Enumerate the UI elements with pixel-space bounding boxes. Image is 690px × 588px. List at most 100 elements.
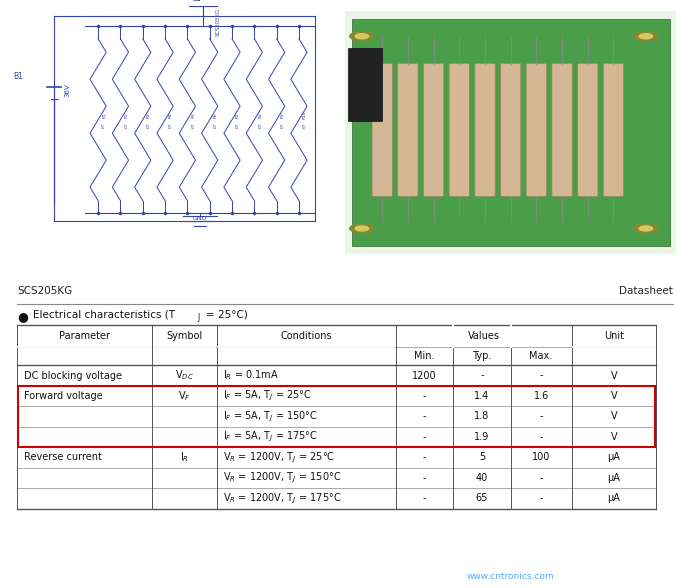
Text: -: - [423,412,426,422]
Circle shape [350,224,374,233]
Text: V: V [611,412,617,422]
Text: -: - [423,391,426,401]
Text: R9: R9 [281,112,285,118]
Text: V: V [611,432,617,442]
Text: Unit: Unit [604,331,624,341]
Text: -: - [540,412,543,422]
FancyBboxPatch shape [352,19,669,246]
Text: -: - [423,432,426,442]
Text: R10: R10 [303,111,307,119]
Text: -: - [480,370,484,380]
Text: R1: R1 [102,112,106,118]
Text: 36V: 36V [64,83,70,98]
Text: 1.6: 1.6 [533,391,549,401]
Text: J: J [197,313,200,322]
Text: Electrical characteristics (T: Electrical characteristics (T [32,310,175,320]
Text: μA: μA [607,452,620,462]
Text: -: - [423,493,426,503]
Text: V$_R$ = 1200V, T$_J$ = 150°C: V$_R$ = 1200V, T$_J$ = 150°C [224,471,342,485]
Circle shape [633,224,658,233]
Text: R3: R3 [147,112,151,118]
Text: DC blocking voltage: DC blocking voltage [23,370,122,380]
Text: Forward voltage: Forward voltage [23,391,102,401]
Text: 67: 67 [169,122,173,128]
Text: -: - [540,432,543,442]
Text: Reverse current: Reverse current [23,452,101,462]
Text: Parameter: Parameter [59,331,110,341]
Circle shape [633,32,658,41]
Text: 67: 67 [258,122,262,128]
FancyBboxPatch shape [603,64,624,196]
Text: 67: 67 [124,122,128,128]
Text: I$_R$: I$_R$ [180,450,189,465]
FancyBboxPatch shape [578,64,598,196]
Text: Min.: Min. [414,351,435,361]
Text: -: - [540,370,543,380]
Text: 40: 40 [476,473,488,483]
Text: Max.: Max. [529,351,553,361]
FancyBboxPatch shape [397,64,418,196]
Text: SCS205KG: SCS205KG [17,286,72,296]
Text: SCS205KG: SCS205KG [215,8,220,36]
Text: B1: B1 [14,72,23,81]
Text: μA: μA [607,493,620,503]
Text: GND: GND [193,216,207,221]
Text: ●: ● [17,310,28,323]
Text: V$_{DC}$: V$_{DC}$ [175,369,194,382]
FancyBboxPatch shape [424,64,444,196]
Text: Values: Values [468,331,500,341]
Text: I$_R$ = 0.1mA: I$_R$ = 0.1mA [224,369,279,382]
Text: 67: 67 [191,122,195,128]
Text: R2: R2 [124,112,128,118]
Text: Symbol: Symbol [166,331,203,341]
Text: -: - [423,473,426,483]
Text: V$_F$: V$_F$ [178,389,190,403]
Text: 67: 67 [214,122,218,128]
FancyBboxPatch shape [348,48,382,121]
Text: 1.8: 1.8 [474,412,490,422]
Text: -: - [423,452,426,462]
Text: R4: R4 [169,112,173,118]
Text: Typ.: Typ. [472,351,491,361]
Text: -: - [540,493,543,503]
Text: = 25°C): = 25°C) [206,310,248,320]
Text: 67: 67 [102,122,106,128]
FancyBboxPatch shape [552,64,572,196]
Text: I$_F$ = 5A, T$_J$ = 175°C: I$_F$ = 5A, T$_J$ = 175°C [224,430,318,444]
Text: V$_R$ = 1200V, T$_J$ = 175°C: V$_R$ = 1200V, T$_J$ = 175°C [224,491,342,506]
Text: 67: 67 [303,122,307,128]
FancyBboxPatch shape [500,64,521,196]
Text: Conditions: Conditions [280,331,332,341]
Text: www.cntronics.com: www.cntronics.com [466,572,554,580]
Circle shape [355,226,368,231]
Text: 100: 100 [532,452,551,462]
Text: 67: 67 [147,122,151,128]
Text: 1.9: 1.9 [474,432,490,442]
Text: 65: 65 [475,493,488,503]
FancyBboxPatch shape [372,64,393,196]
Text: R8: R8 [258,112,262,118]
Text: 1200: 1200 [412,370,437,380]
Text: R5: R5 [191,112,195,118]
Text: V: V [611,370,617,380]
Text: -: - [540,473,543,483]
Circle shape [639,34,653,39]
Circle shape [355,34,368,39]
FancyBboxPatch shape [526,64,546,196]
Text: 1.4: 1.4 [474,391,490,401]
Text: I$_F$ = 5A, T$_J$ = 25°C: I$_F$ = 5A, T$_J$ = 25°C [224,389,312,403]
Text: R6: R6 [214,112,218,118]
Text: μA: μA [607,473,620,483]
Text: I$_F$ = 5A, T$_J$ = 150°C: I$_F$ = 5A, T$_J$ = 150°C [224,409,318,424]
Text: V$_R$ = 1200V, T$_J$ = 25°C: V$_R$ = 1200V, T$_J$ = 25°C [224,450,335,465]
Circle shape [350,32,374,41]
Circle shape [639,226,653,231]
FancyBboxPatch shape [475,64,495,196]
Text: 67: 67 [281,122,285,128]
Text: 67: 67 [236,122,240,128]
FancyBboxPatch shape [345,11,676,254]
Text: 5: 5 [479,452,485,462]
Text: V: V [611,391,617,401]
Text: R7: R7 [236,112,240,118]
Text: Datasheet: Datasheet [619,286,673,296]
